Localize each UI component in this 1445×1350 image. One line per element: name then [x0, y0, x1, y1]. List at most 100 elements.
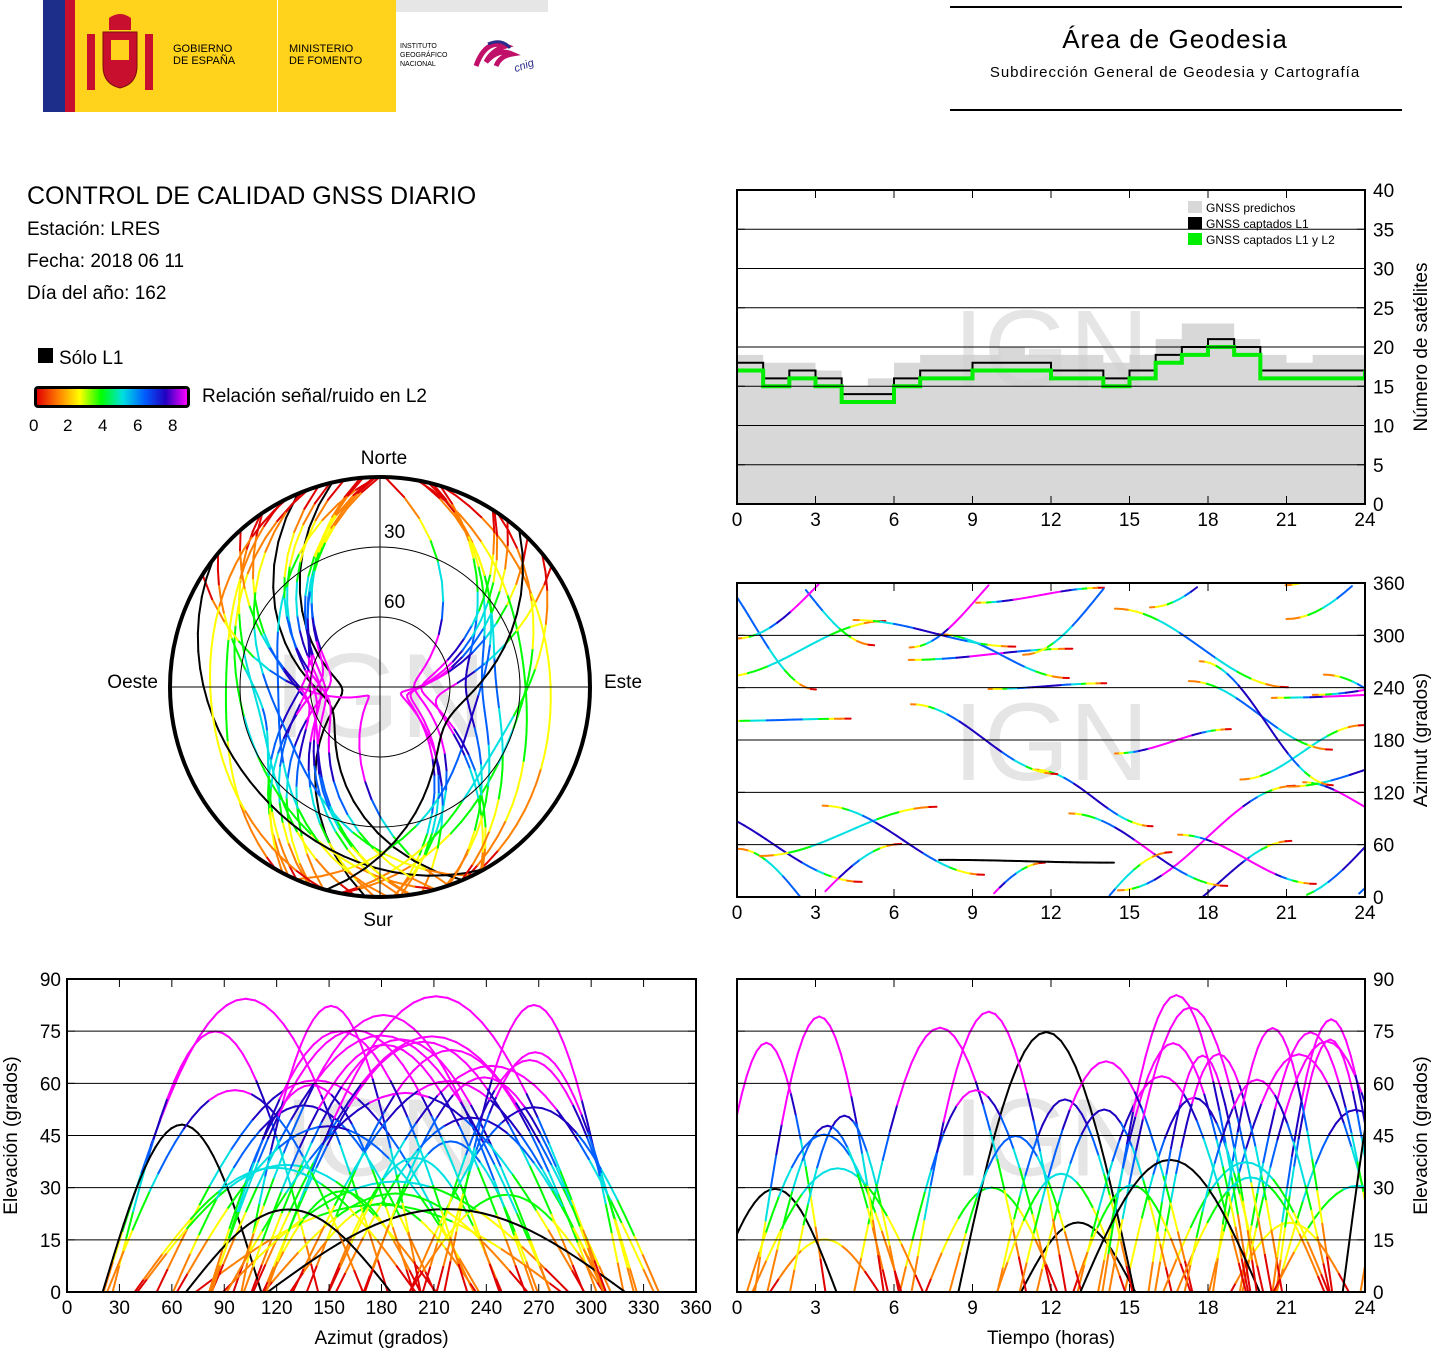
- track-segment: [279, 717, 287, 731]
- track-segment: [438, 710, 445, 719]
- track-segment: [838, 878, 848, 882]
- track-segment: [1172, 1042, 1181, 1047]
- track-segment: [1279, 1225, 1287, 1261]
- track-segment: [791, 1052, 799, 1075]
- track-segment: [1410, 842, 1417, 847]
- track-segment: [302, 1257, 317, 1268]
- l1-only-label: Sólo L1: [59, 348, 124, 369]
- track-segment: [1067, 1050, 1077, 1068]
- track-segment: [343, 477, 362, 499]
- track-segment: [504, 1186, 518, 1214]
- track-segment: [981, 584, 990, 593]
- track-segment: [802, 1024, 810, 1039]
- track-segment: [265, 1260, 279, 1292]
- track-segment: [1219, 1086, 1227, 1106]
- track-segment: [1061, 1107, 1072, 1130]
- track-segment: [870, 1166, 878, 1186]
- track-segment: [543, 739, 549, 756]
- track-segment: [972, 1191, 982, 1226]
- track-segment: [474, 770, 482, 783]
- track-segment: [290, 552, 301, 572]
- track-segment: [753, 667, 763, 673]
- station-label: Estación: LRES: [27, 219, 161, 240]
- track-segment: [750, 1050, 758, 1063]
- track-segment: [112, 1230, 124, 1263]
- track-segment: [538, 1005, 547, 1013]
- track-segment: [429, 538, 439, 563]
- track-segment: [234, 671, 239, 689]
- track-segment: [537, 1206, 547, 1215]
- track-segment: [1297, 1033, 1306, 1043]
- track-segment: [217, 742, 223, 758]
- track-segment: [133, 1278, 146, 1292]
- x-tick-label: 15: [1119, 510, 1140, 531]
- track-segment: [1052, 1100, 1061, 1108]
- track-segment: [497, 1042, 506, 1061]
- track-segment: [886, 621, 895, 625]
- track-segment: [1298, 1161, 1307, 1187]
- track-segment: [962, 1032, 971, 1051]
- track-segment: [269, 768, 275, 789]
- track-segment: [148, 1172, 160, 1193]
- track-segment: [257, 842, 268, 858]
- track-segment: [332, 1037, 345, 1054]
- track-segment: [399, 874, 416, 897]
- track-segment: [323, 1088, 333, 1097]
- track-segment: [1181, 1261, 1191, 1279]
- track-segment: [226, 1193, 239, 1211]
- track-segment: [816, 1126, 824, 1133]
- track-segment: [593, 1260, 607, 1292]
- track-segment: [1096, 1230, 1103, 1238]
- track-segment: [298, 861, 311, 886]
- track-segment: [548, 712, 552, 728]
- track-segment: [1349, 854, 1359, 864]
- track-segment: [156, 1251, 169, 1267]
- track-segment: [467, 714, 474, 728]
- track-segment: [1243, 1176, 1252, 1180]
- track-segment: [817, 839, 828, 845]
- track-segment: [293, 1223, 301, 1234]
- ign-top-bar: [396, 0, 548, 12]
- track-segment: [997, 1140, 1006, 1149]
- track-segment: [955, 1096, 965, 1107]
- track-segment: [227, 751, 232, 766]
- track-segment: [364, 1043, 375, 1055]
- track-segment: [267, 1115, 279, 1140]
- track-segment: [212, 1155, 220, 1169]
- track-segment: [775, 1123, 783, 1156]
- track-segment: [391, 1035, 405, 1043]
- track-segment: [425, 1159, 434, 1166]
- track-segment: [886, 1215, 896, 1232]
- y-tick-label: 90: [40, 970, 61, 991]
- track-segment: [1388, 859, 1395, 866]
- track-segment: [239, 549, 243, 571]
- track-segment: [300, 834, 308, 855]
- track-segment: [437, 766, 443, 787]
- track-segment: [447, 662, 462, 674]
- track-segment: [1017, 1256, 1028, 1292]
- track-segment: [563, 1233, 573, 1245]
- track-segment: [586, 1265, 598, 1292]
- track-segment: [220, 755, 228, 772]
- track-segment: [729, 1240, 734, 1252]
- track-segment: [1265, 722, 1273, 733]
- track-segment: [917, 1035, 927, 1049]
- track-segment: [521, 656, 525, 671]
- track-segment: [268, 1235, 282, 1249]
- track-segment: [1079, 1273, 1089, 1292]
- track-segment: [225, 1089, 237, 1093]
- track-segment: [352, 1020, 365, 1030]
- track-segment: [692, 873, 697, 874]
- track-segment: [232, 1229, 242, 1238]
- track-segment: [285, 796, 289, 820]
- track-segment: [764, 838, 775, 846]
- track-segment: [762, 626, 772, 633]
- track-segment: [872, 1192, 882, 1206]
- track-segment: [769, 621, 779, 629]
- track-segment: [534, 604, 542, 621]
- track-segment: [1304, 1048, 1314, 1062]
- track-segment: [347, 1031, 358, 1039]
- track-segment: [307, 740, 312, 756]
- track-segment: [1156, 1004, 1166, 1019]
- track-segment: [922, 704, 931, 708]
